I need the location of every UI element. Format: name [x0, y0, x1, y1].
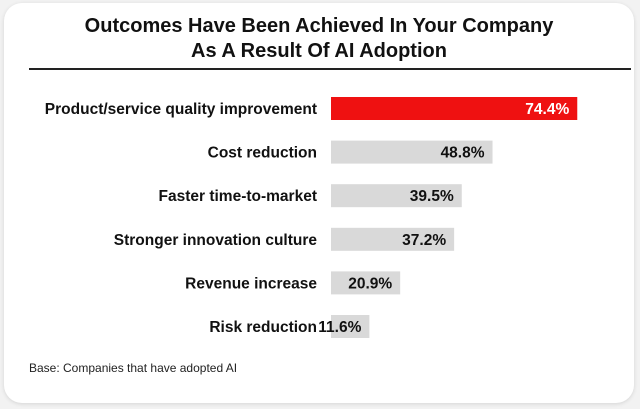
value-label-2: 39.5% [410, 188, 454, 205]
title-divider [29, 68, 631, 70]
value-label-0: 74.4% [525, 101, 569, 118]
value-label-5: 11.6% [318, 319, 361, 336]
category-label-0: Product/service quality improvement [45, 101, 317, 118]
chart-card: Outcomes Have Been Achieved In Your Comp… [4, 3, 634, 403]
category-label-5: Risk reduction [209, 319, 317, 336]
bar-4 [331, 271, 401, 295]
bar-3 [331, 227, 455, 251]
category-label-4: Revenue increase [185, 275, 317, 292]
value-label-1: 48.8% [441, 145, 485, 162]
base-note: Base: Companies that have adopted AI [29, 361, 238, 375]
bar-0 [331, 97, 578, 120]
value-label-3: 37.2% [402, 232, 446, 249]
bar-2 [331, 184, 462, 208]
chart-title-line-1: Outcomes Have Been Achieved In Your Comp… [84, 15, 554, 37]
chart-title: Outcomes Have Been Achieved In Your Comp… [4, 14, 634, 64]
bar-5 [331, 315, 370, 338]
category-label-3: Stronger innovation culture [114, 232, 318, 249]
chart-title-line-2: As A Result Of AI Adoption [191, 40, 447, 62]
bar-1 [331, 140, 493, 164]
bar-chart: Product/service quality improvement 74.4%… [45, 97, 578, 338]
category-label-2: Faster time-to-market [159, 188, 318, 205]
value-label-4: 20.9% [348, 275, 392, 292]
category-label-1: Cost reduction [208, 145, 317, 162]
